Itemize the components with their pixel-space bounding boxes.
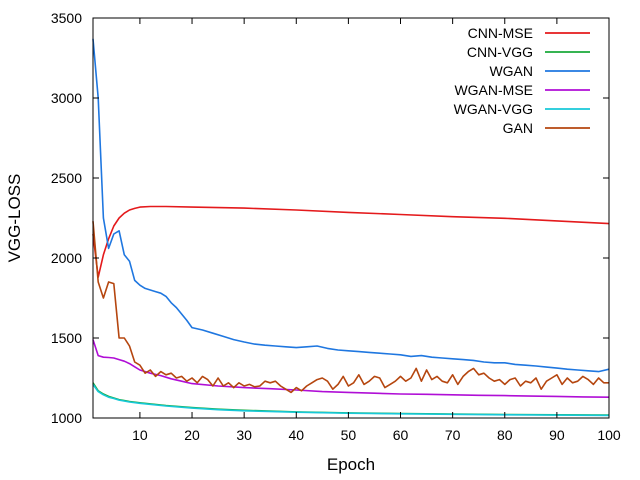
- x-axis-title: Epoch: [327, 455, 375, 474]
- legend-label-wgan-mse: WGAN-MSE: [454, 82, 533, 98]
- x-tick-label: 40: [288, 427, 304, 443]
- x-tick-label: 100: [597, 427, 621, 443]
- x-tick-label: 60: [393, 427, 409, 443]
- plot-frame: [92, 17, 610, 419]
- legend-label-cnn-vgg: CNN-VGG: [467, 44, 533, 60]
- x-tick-label: 70: [445, 427, 461, 443]
- series-line-wgan: [92, 38, 610, 373]
- x-tick-label: 50: [341, 427, 357, 443]
- x-tick-label: 10: [132, 427, 148, 443]
- series-line-cnn-mse: [92, 205, 610, 278]
- y-tick-label: 3500: [51, 10, 82, 26]
- series-line-gan: [92, 221, 609, 394]
- legend-label-cnn-mse: CNN-MSE: [468, 25, 533, 41]
- y-axis-title: VGG-LOSS: [5, 174, 24, 263]
- series-layer: [92, 38, 610, 417]
- y-tick-label: 3000: [51, 90, 82, 106]
- x-tick-label: 80: [497, 427, 513, 443]
- y-tick-label: 2500: [51, 170, 82, 186]
- x-tick-label: 90: [549, 427, 565, 443]
- legend: CNN-MSE CNN-VGG WGAN WGAN-MSE WGAN-VGG GAN: [454, 25, 590, 136]
- x-tick-label: 30: [236, 427, 252, 443]
- legend-label-wgan-vgg: WGAN-VGG: [454, 101, 533, 117]
- tick-layer: 1000 1500 2000 2500 3000 3500 10 20 30 40 50 60 70 80…: [51, 10, 621, 443]
- series-line-wgan-mse: [92, 339, 610, 398]
- y-tick-label: 1000: [51, 410, 82, 426]
- x-tick-label: 20: [184, 427, 200, 443]
- y-tick-label: 1500: [51, 330, 82, 346]
- legend-label-wgan: WGAN: [489, 63, 533, 79]
- legend-label-gan: GAN: [503, 120, 533, 136]
- y-tick-label: 2000: [51, 250, 82, 266]
